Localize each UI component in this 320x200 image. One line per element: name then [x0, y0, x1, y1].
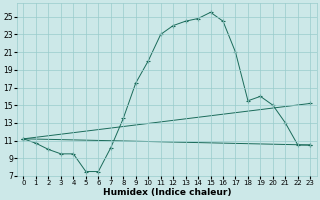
X-axis label: Humidex (Indice chaleur): Humidex (Indice chaleur): [103, 188, 231, 197]
